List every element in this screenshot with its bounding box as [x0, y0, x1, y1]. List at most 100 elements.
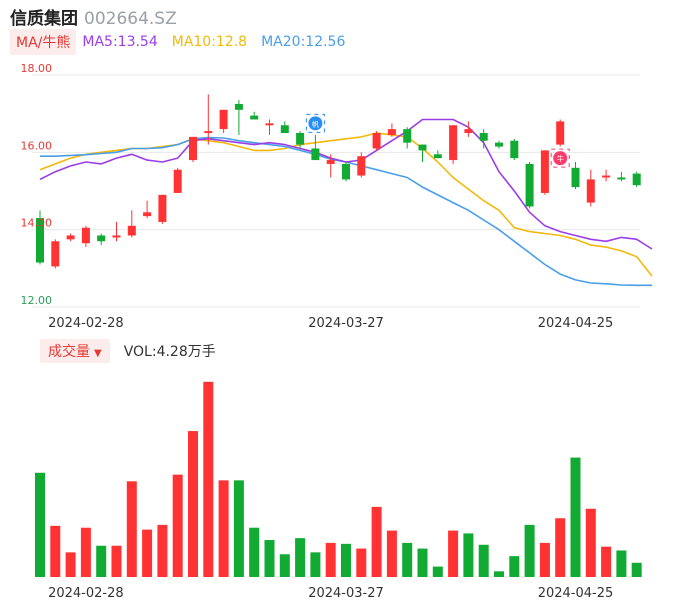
- candle-body: [265, 123, 274, 126]
- candlestick[interactable]: [143, 200, 152, 219]
- volume-bar[interactable]: [279, 554, 290, 577]
- candlestick[interactable]: [189, 136, 197, 162]
- volume-bar[interactable]: [356, 548, 367, 577]
- volume-bar[interactable]: [264, 540, 275, 577]
- candle-body: [602, 175, 611, 178]
- candlestick[interactable]: [311, 134, 320, 161]
- volume-bar[interactable]: [555, 518, 566, 577]
- candlestick[interactable]: [97, 233, 106, 246]
- candlestick[interactable]: [602, 169, 611, 182]
- volume-legend: 成交量 ▼ VOL:4.28万手: [40, 339, 216, 363]
- volume-bar[interactable]: [65, 552, 76, 577]
- volume-bar[interactable]: [432, 566, 443, 577]
- candlestick[interactable]: [36, 210, 44, 265]
- candlestick[interactable]: [250, 111, 259, 120]
- volume-bar[interactable]: [96, 545, 107, 577]
- volume-bar[interactable]: [386, 530, 397, 577]
- signal-badge-icon[interactable]: 帆: [305, 113, 325, 133]
- volume-bar[interactable]: [172, 474, 183, 577]
- volume-bar[interactable]: [325, 542, 336, 577]
- candlestick[interactable]: [586, 169, 595, 207]
- volume-bar[interactable]: [111, 545, 122, 577]
- candlestick[interactable]: [403, 127, 412, 149]
- candlestick[interactable]: [158, 194, 167, 224]
- candlestick[interactable]: [265, 119, 274, 135]
- volume-bar[interactable]: [570, 457, 581, 577]
- volume-bar[interactable]: [463, 533, 474, 577]
- volume-bar[interactable]: [478, 544, 489, 577]
- y-tick-label: 14.00: [21, 217, 53, 230]
- candlestick[interactable]: [479, 129, 488, 149]
- volume-bar[interactable]: [126, 481, 137, 577]
- candlestick[interactable]: [342, 162, 350, 182]
- bull-badge-icon[interactable]: 牛: [550, 148, 570, 168]
- volume-bar[interactable]: [295, 538, 306, 577]
- volume-bar[interactable]: [601, 546, 612, 577]
- candlestick[interactable]: [433, 150, 442, 159]
- candlestick[interactable]: [540, 150, 549, 195]
- volume-bar[interactable]: [233, 480, 244, 577]
- candlestick[interactable]: [525, 162, 534, 209]
- volume-bar[interactable]: [524, 524, 535, 577]
- candle-body: [464, 129, 473, 133]
- volume-bar[interactable]: [585, 508, 596, 577]
- candlestick[interactable]: [418, 144, 427, 162]
- candlestick[interactable]: [219, 109, 228, 133]
- candle-body: [387, 129, 396, 135]
- candlestick[interactable]: [234, 100, 243, 135]
- volume-bar[interactable]: [218, 480, 229, 577]
- volume-bar[interactable]: [310, 552, 321, 577]
- volume-bar[interactable]: [142, 529, 153, 577]
- volume-bar[interactable]: [402, 542, 413, 577]
- candlestick[interactable]: [464, 121, 473, 137]
- volume-bar[interactable]: [188, 431, 198, 577]
- y-tick-label: 12.00: [21, 294, 53, 307]
- volume-bar[interactable]: [417, 548, 428, 577]
- candlestick[interactable]: [556, 119, 565, 147]
- candle-body: [357, 156, 366, 176]
- candlestick[interactable]: [449, 125, 458, 164]
- candlestick[interactable]: [372, 131, 381, 151]
- stock-name: 信质集团: [10, 9, 78, 29]
- volume-bar[interactable]: [631, 562, 642, 577]
- volume-bar[interactable]: [341, 543, 351, 577]
- candlestick[interactable]: [296, 131, 305, 149]
- ma10-label: MA10:12.8: [171, 34, 248, 50]
- volume-bar[interactable]: [509, 556, 520, 577]
- candlestick[interactable]: [357, 152, 366, 178]
- volume-bar[interactable]: [371, 506, 382, 577]
- candlestick[interactable]: [112, 221, 121, 242]
- candle-body: [280, 125, 289, 133]
- volume-bar[interactable]: [203, 381, 214, 577]
- volume-x-tick-label: 2024-02-28: [48, 586, 124, 601]
- volume-bar[interactable]: [539, 542, 550, 577]
- candlestick[interactable]: [617, 171, 626, 182]
- candlestick[interactable]: [387, 123, 396, 137]
- ma5-label: MA5:13.54: [82, 34, 158, 50]
- candlestick[interactable]: [510, 138, 519, 161]
- volume-bar[interactable]: [35, 472, 45, 577]
- candlestick[interactable]: [127, 210, 136, 238]
- volume-bar[interactable]: [80, 527, 91, 577]
- candlestick[interactable]: [51, 239, 60, 269]
- candlestick[interactable]: [66, 233, 75, 242]
- candlestick[interactable]: [173, 167, 182, 193]
- candlestick[interactable]: [204, 94, 213, 145]
- candlestick[interactable]: [495, 140, 503, 149]
- candlestick[interactable]: [280, 121, 289, 133]
- volume-bar[interactable]: [157, 524, 168, 577]
- volume-bar[interactable]: [448, 530, 459, 577]
- ma-toggle-button[interactable]: MA/牛熊: [10, 29, 77, 55]
- volume-bar[interactable]: [50, 525, 61, 577]
- volume-indicator-dropdown[interactable]: 成交量 ▼: [40, 339, 110, 363]
- candlestick[interactable]: [571, 162, 580, 190]
- candlestick[interactable]: [326, 154, 335, 178]
- volume-bar[interactable]: [616, 550, 627, 577]
- y-tick-label: 16.00: [21, 139, 53, 152]
- candlestick[interactable]: [81, 225, 90, 248]
- candlestick[interactable]: [632, 171, 641, 188]
- volume-bar[interactable]: [494, 571, 504, 577]
- marker-frame: [550, 148, 570, 168]
- volume-bar[interactable]: [249, 527, 260, 577]
